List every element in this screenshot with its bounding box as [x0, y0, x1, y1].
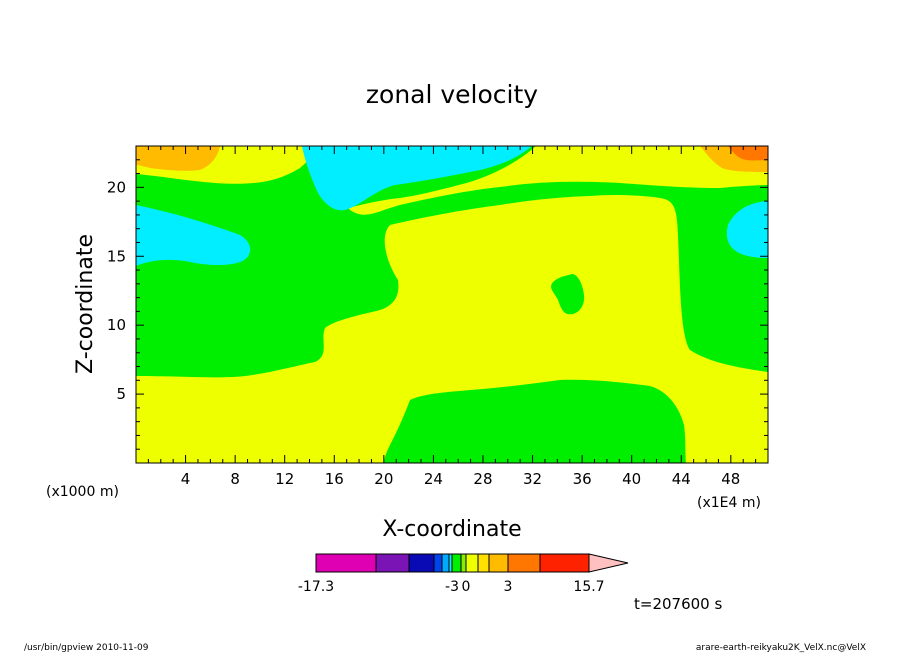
y-axis-title: Z-coordinate: [73, 234, 98, 374]
footer-right: arare-earth-reikyaku2K_VelX.nc@VelX: [696, 643, 866, 653]
colorbar-tick-label: 3: [504, 579, 513, 595]
plot-frame: [135, 145, 769, 464]
colorbar-tick-label: -17.3: [298, 579, 334, 595]
colorbar-bin: [315, 553, 377, 573]
footer-left: /usr/bin/gpview 2010-11-09: [24, 643, 149, 653]
x-tick-label: 20: [374, 470, 393, 488]
chart-title: zonal velocity: [366, 80, 538, 109]
colorbar-bin: [433, 553, 443, 573]
region-negative-low: [384, 379, 686, 463]
region-strong-negative-left: [136, 205, 251, 266]
region-strong-negative-right: [726, 201, 768, 258]
colorbar-bin: [539, 553, 590, 573]
colorbar-bin: [441, 553, 450, 573]
x-tick-label: 32: [523, 470, 542, 488]
colorbar-bin: [488, 553, 509, 573]
y-tick-label: 15: [107, 247, 126, 265]
colorbar-bin: [465, 553, 479, 573]
plot-area: [135, 145, 769, 464]
colorbar-bin: [460, 553, 467, 573]
colorbar-labels: -17.3 -3 0 3 15.7: [298, 579, 605, 595]
z-unit-label: (x1000 m): [46, 484, 119, 500]
x-unit-label: (x1E4 m): [697, 495, 761, 511]
x-tick-label: 12: [275, 470, 294, 488]
region-strong-negative-top: [302, 146, 532, 211]
colorbar-bin: [477, 553, 490, 573]
region-strongest-positive-right: [728, 146, 768, 161]
x-tick-label: 44: [672, 470, 691, 488]
x-tick-label: 36: [573, 470, 592, 488]
y-tick-label: 10: [107, 316, 126, 334]
colorbar-bin: [451, 553, 462, 573]
x-tick-label: 24: [424, 470, 443, 488]
colorbar-bin: [408, 553, 435, 573]
region-negative-island: [551, 274, 585, 315]
colorbar-tick-label: 0: [462, 579, 471, 595]
region-negative-main: [136, 181, 768, 378]
x-tick-label: 8: [230, 470, 240, 488]
colorbar-extend-arrow: [588, 553, 629, 573]
colorbar-tick-label: -3: [445, 579, 459, 595]
region-strong-positive-left: [136, 146, 220, 171]
x-tick-label: 48: [721, 470, 740, 488]
time-label: t=207600 s: [634, 595, 722, 613]
y-axis: 5 10 15 20: [107, 159, 768, 450]
colorbar-tick-label: 15.7: [573, 579, 604, 595]
x-axis: 4 8 12 16 20 24 28 32 36 40 44 48: [147, 146, 757, 488]
x-tick-label: 4: [181, 470, 191, 488]
y-tick-label: 20: [107, 178, 126, 196]
x-tick-label: 16: [325, 470, 344, 488]
colorbar: [315, 553, 629, 573]
colorbar-bin: [375, 553, 410, 573]
x-axis-title: X-coordinate: [382, 517, 521, 542]
x-tick-label: 40: [622, 470, 641, 488]
x-tick-label: 28: [473, 470, 492, 488]
colorbar-bin: [507, 553, 541, 573]
y-tick-label: 5: [116, 385, 126, 403]
